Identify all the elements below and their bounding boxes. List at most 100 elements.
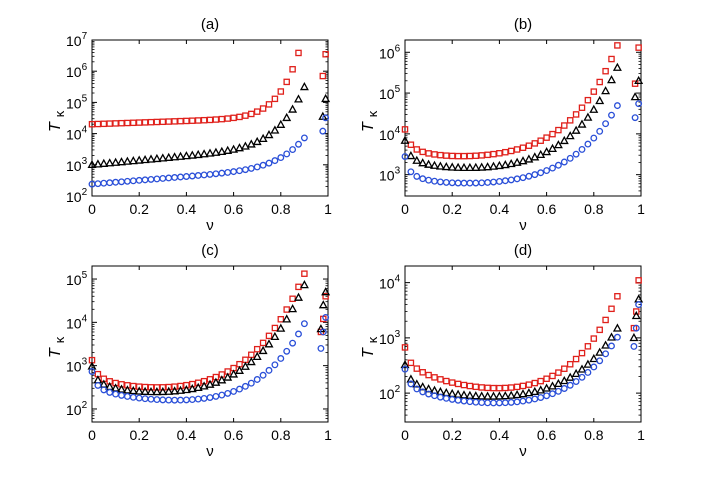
data-point-square: [265, 101, 273, 108]
data-point-circle: [549, 164, 556, 172]
data-point-circle: [635, 301, 643, 309]
data-point-square: [472, 152, 480, 160]
data-point-circle: [525, 172, 533, 180]
data-point-triangle: [524, 388, 534, 397]
x-tick-label: 1: [637, 427, 645, 443]
data-point-circle: [448, 179, 456, 187]
data-point-square: [118, 119, 125, 127]
data-point-square: [259, 105, 267, 112]
data-point-square: [171, 118, 178, 125]
x-tick-label: 1: [324, 427, 332, 443]
data-point-triangle: [270, 125, 280, 134]
data-point-triangle: [122, 385, 132, 394]
data-point-triangle: [412, 155, 422, 164]
data-point-circle: [277, 355, 285, 362]
data-point-square: [183, 381, 190, 389]
data-point-triangle: [595, 347, 605, 356]
data-point-square: [584, 96, 592, 104]
y-tick-label: 103: [379, 329, 401, 347]
data-point-circle: [613, 333, 621, 341]
data-point-circle: [212, 392, 220, 400]
data-point-circle: [478, 179, 486, 187]
data-point-square: [183, 117, 190, 125]
data-point-circle: [572, 378, 580, 385]
y-tick-label: 105: [379, 84, 401, 102]
data-point-circle: [271, 361, 279, 369]
series-square: [401, 42, 642, 160]
y-axis-label: Tκ: [360, 336, 380, 358]
data-point-circle: [507, 398, 515, 406]
data-point-circle: [425, 390, 433, 398]
data-point-triangle: [631, 310, 641, 320]
data-point-triangle: [512, 389, 522, 399]
y-tick-label: 107: [66, 31, 88, 49]
data-point-square: [490, 384, 497, 392]
data-point-triangle: [217, 146, 227, 155]
data-point-circle: [460, 397, 468, 405]
data-point-square: [419, 369, 426, 376]
data-point-square: [177, 382, 184, 390]
data-point-triangle: [406, 374, 416, 383]
data-point-triangle: [187, 150, 197, 159]
data-point-circle: [608, 342, 615, 350]
series-triangle: [400, 62, 644, 172]
data-point-square: [437, 151, 444, 159]
data-point-circle: [300, 134, 308, 142]
data-point-circle: [100, 179, 108, 187]
data-point-circle: [241, 166, 249, 174]
data-point-circle: [123, 393, 131, 400]
data-point-circle: [602, 120, 610, 128]
data-point-circle: [319, 127, 327, 135]
data-point-square: [572, 111, 580, 118]
data-point-circle: [578, 145, 586, 153]
data-point-square: [507, 147, 515, 155]
data-point-circle: [584, 369, 592, 376]
data-point-triangle: [164, 386, 174, 395]
data-point-circle: [566, 381, 574, 389]
data-point-triangle: [612, 62, 622, 71]
data-point-circle: [129, 177, 137, 185]
y-tick-label: 102: [66, 187, 88, 205]
data-point-square: [443, 377, 450, 385]
data-point-triangle: [542, 383, 552, 392]
data-point-square: [194, 117, 202, 124]
y-tick-label: 106: [379, 43, 401, 61]
panel-c: (c) 0 0.2 0.4 0.6 0.8 1 102 103 104 105 ν Tκ: [47, 242, 332, 460]
data-point-circle: [490, 178, 497, 186]
x-tick-label: 0.4: [177, 427, 197, 443]
data-point-circle: [165, 396, 173, 404]
data-point-circle: [182, 396, 190, 404]
data-point-triangle: [612, 323, 622, 332]
data-point-circle: [171, 174, 179, 181]
y-tick-label: 103: [66, 357, 88, 375]
data-point-circle: [94, 381, 102, 389]
data-point-triangle: [565, 131, 575, 140]
data-point-square: [124, 119, 131, 127]
data-point-square: [147, 384, 155, 391]
data-point-triangle: [530, 152, 540, 161]
data-point-circle: [322, 313, 330, 321]
data-point-square: [171, 383, 178, 390]
data-point-square: [271, 95, 279, 103]
data-point-triangle: [489, 161, 498, 170]
data-point-circle: [513, 175, 521, 183]
data-point-square: [561, 365, 568, 372]
data-point-square: [277, 316, 285, 323]
data-point-circle: [147, 175, 155, 183]
data-point-square: [630, 324, 638, 332]
data-point-circle: [478, 399, 486, 407]
data-point-square: [301, 270, 308, 277]
data-point-circle: [590, 134, 598, 142]
data-point-square: [596, 78, 603, 86]
data-point-triangle: [170, 386, 180, 395]
data-point-square: [437, 376, 444, 383]
data-point-circle: [319, 328, 327, 336]
data-point-square: [525, 381, 533, 388]
data-point-circle: [177, 396, 184, 404]
data-point-triangle: [134, 386, 144, 395]
data-point-square: [322, 50, 329, 58]
data-point-triangle: [181, 384, 191, 394]
y-tick-label: 104: [66, 125, 88, 143]
data-point-triangle: [548, 381, 557, 390]
data-point-circle: [572, 150, 580, 158]
